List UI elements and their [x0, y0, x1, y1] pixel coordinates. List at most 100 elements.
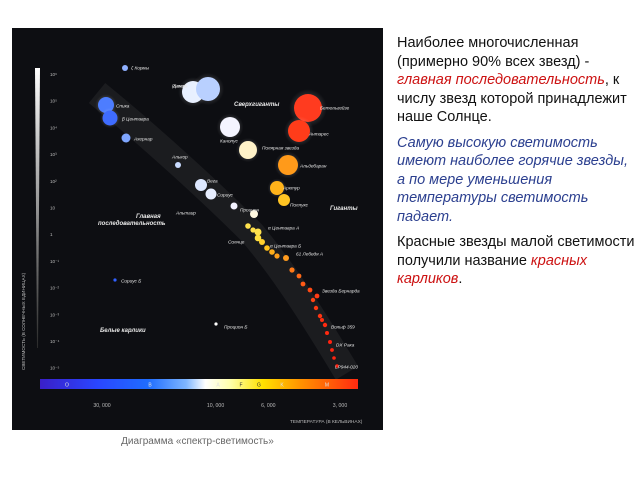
y-tick-label: 10⁻¹ [50, 259, 60, 264]
y-tick-label: 10⁻³ [50, 312, 60, 317]
main-sequence-dot [330, 348, 334, 352]
star-point [121, 133, 131, 143]
star-label: Денеб [172, 84, 187, 89]
star-point [254, 234, 262, 242]
y-tick-label: 1 [50, 232, 53, 237]
star-label: Сириус [217, 193, 234, 198]
star-point [278, 155, 298, 175]
y-tick-label: 10⁴ [50, 125, 57, 130]
x-axis-label: ТЕМПЕРАТУРА (В КЕЛЬВИНАХ) [290, 419, 363, 425]
star-label: Полярная звезда [262, 146, 299, 151]
star-point [205, 188, 217, 200]
star-label: Ахернар [133, 137, 153, 142]
star-point [294, 94, 322, 122]
star-point [288, 120, 310, 142]
x-tick-label: 3, 000 [333, 403, 348, 409]
diagram-caption: Диаграмма «спектр-светимость» [121, 436, 274, 447]
star-point [230, 202, 238, 210]
star-label: Вега [207, 179, 218, 184]
y-tick-label: 10 [50, 206, 56, 211]
main-sequence-dot [250, 227, 256, 233]
region-label-white-dwarfs: Белые карлики [100, 328, 146, 334]
star-point [102, 110, 118, 126]
star-label: Альтаир [175, 211, 196, 216]
x-tick-label: 10, 000 [207, 403, 224, 409]
star-label: LP944-020 [335, 365, 358, 370]
star-point [195, 179, 207, 191]
star-point [335, 364, 339, 368]
paragraph-main-sequence: Наиболее многочисленная (примерно 90% вс… [397, 34, 635, 127]
region-label-supergiants: Сверхгиганты [234, 102, 280, 108]
p3-end: . [458, 271, 463, 287]
y-axis-label: СВЕТИМОСТЬ (В СОЛНЕЧНЫХ ЕДИНИЦАХ) [21, 272, 26, 370]
spectral-class-label: A [216, 383, 220, 389]
main-sequence-dot [310, 297, 316, 303]
star-label: Солнце [228, 240, 245, 245]
star-label: Канопус [220, 139, 238, 144]
star-label: Арктур [282, 186, 300, 191]
star-label: Вольф 359 [331, 325, 355, 330]
x-axis-ticks: 30, 000 10, 000 6, 000 3, 000 [93, 403, 347, 409]
p1-start: Наиболее многочисленная (примерно 90% вс… [397, 35, 590, 70]
spectral-class-label: B [148, 383, 152, 389]
x-tick-label: 6, 000 [261, 403, 276, 409]
main-sequence-dot [320, 318, 324, 322]
y-tick-label: 10³ [50, 152, 57, 157]
main-sequence-dot [245, 223, 251, 229]
y-tick-label: 10⁻⁵ [50, 366, 60, 371]
hr-diagram: 10⁶ 10⁵ 10⁴ 10³ 10² 10 1 10⁻¹ 10⁻² 10⁻³ 10⁻⁴ 10⁻⁵ С… [12, 28, 383, 430]
main-sequence-dot [296, 273, 302, 279]
y-tick-label: 10⁻² [50, 286, 60, 291]
star-point [250, 210, 258, 218]
paragraph-luminosity: Самую высокую светимость имеют наиболее … [397, 134, 628, 225]
star-label: Процион [240, 208, 260, 213]
spectral-class-label: M [325, 383, 329, 389]
y-tick-label: 10⁻⁴ [50, 339, 60, 344]
main-sequence-dot [325, 331, 329, 335]
star-label: Бетельгейзе [320, 105, 350, 111]
star-label: Процион Б [224, 325, 247, 330]
star-label: ζ Кормы [131, 66, 150, 72]
main-sequence-band [88, 82, 359, 380]
p3-highlight: красных карликов [397, 252, 588, 288]
main-sequence-dot [332, 356, 336, 360]
main-sequence-dot [307, 287, 313, 293]
star-points: ζ Кормы Денеб Спика Ригель Бетельгейзе Антаре… [95, 65, 360, 370]
y-axis-ticks: 10⁶ 10⁵ 10⁴ 10³ 10² 10 1 10⁻¹ 10⁻² 10⁻³ 10⁻⁴ 10⁻⁵ [50, 72, 60, 371]
star-point [259, 239, 265, 245]
y-tick-label: 10⁶ [50, 72, 57, 77]
star-point [196, 77, 220, 101]
y-tick-label: 10² [50, 179, 57, 184]
star-label: α Центавра Б [270, 244, 301, 249]
paragraph-red-dwarfs: Красные звезды малой светимости получили… [397, 233, 635, 289]
p1-highlight: главная последовательность [397, 72, 605, 88]
star-label: Алькор [171, 155, 188, 160]
star-point [122, 65, 128, 71]
region-label-main-sequence: Главная последовательность [98, 214, 166, 227]
spectral-class-label: O [65, 383, 69, 389]
star-label: α Центавра А [268, 226, 299, 231]
star-point [328, 340, 332, 344]
star-label: Звезда Бернарда [322, 289, 360, 294]
spectral-class-label: F [239, 383, 242, 389]
spectral-class-label: K [280, 383, 284, 389]
luminosity-bar [35, 68, 40, 348]
star-point [239, 141, 257, 159]
p3-start: Красные звезды малой светимости получили… [397, 234, 635, 269]
star-point [283, 255, 289, 261]
star-point [314, 293, 320, 299]
star-point [113, 278, 117, 282]
spectrum-bar [40, 379, 358, 389]
star-point [220, 117, 240, 137]
main-sequence-dot [274, 253, 280, 259]
main-sequence-dot [269, 249, 275, 255]
star-label: Антарес [308, 132, 329, 137]
star-point [278, 194, 290, 206]
star-point [175, 162, 181, 168]
star-point [214, 322, 218, 326]
star-label: Альдебаран [299, 164, 327, 169]
main-sequence-dot [289, 267, 295, 273]
spectral-class-label: G [257, 383, 261, 389]
